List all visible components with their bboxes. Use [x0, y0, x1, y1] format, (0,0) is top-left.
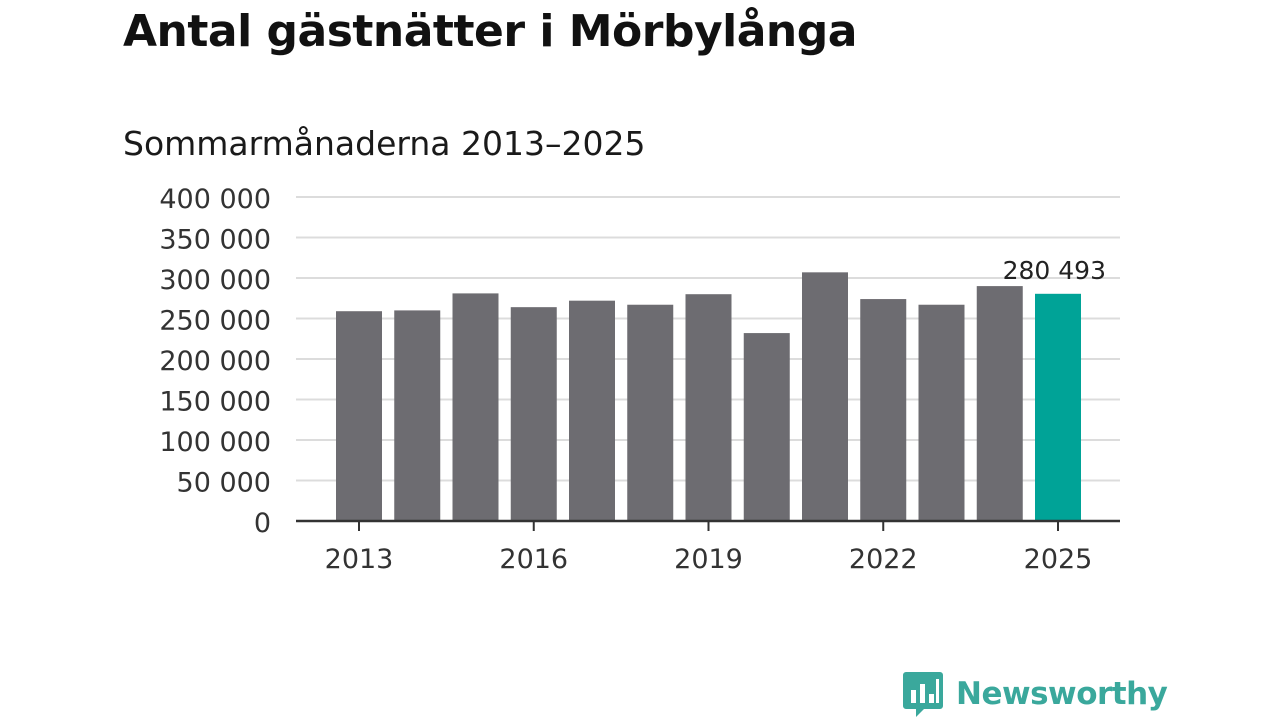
bar-2014	[394, 310, 441, 521]
y-tick-label: 150 000	[159, 387, 271, 418]
data-label-2025: 280 493	[1003, 256, 1106, 285]
chart-title: Antal gästnätter i Mörbylånga	[123, 6, 857, 57]
bar-2025	[1035, 293, 1081, 521]
data-labels: 280 493	[1003, 256, 1106, 285]
y-tick-label: 400 000	[159, 184, 271, 215]
bar-2013	[336, 311, 382, 521]
bar-chart: 0 50 000 100 000 150 000 200 000 250 000 300 0…	[159, 184, 1120, 575]
bar-2016	[510, 307, 557, 521]
x-tick-label: 2019	[674, 544, 743, 575]
bar-2019	[685, 294, 732, 521]
bar-2017	[569, 300, 615, 521]
bar-2022	[860, 299, 907, 521]
y-tick-label: 350 000	[159, 225, 271, 256]
y-tick-label: 300 000	[159, 265, 271, 296]
bar-chart-speech-bubble-icon	[903, 672, 943, 717]
x-tick-label: 2016	[499, 544, 568, 575]
x-tick-label: 2013	[325, 544, 394, 575]
brand-name: Newsworthy	[956, 676, 1168, 712]
bar-2018	[627, 304, 674, 521]
y-tick-label: 200 000	[159, 346, 271, 377]
y-tick-label: 100 000	[159, 427, 271, 458]
y-tick-label: 50 000	[177, 468, 271, 499]
y-axis-ticks: 0 50 000 100 000 150 000 200 000 250 000 300 0…	[159, 184, 271, 539]
y-tick-label: 250 000	[159, 306, 271, 337]
x-axis-ticks: 2013 2016 2019 2022 2025	[325, 521, 1093, 575]
x-tick-label: 2025	[1024, 544, 1093, 575]
bar-2021	[802, 272, 848, 521]
bar-2020	[743, 333, 790, 521]
bar-2023	[918, 304, 965, 521]
bar-2015	[452, 293, 499, 521]
bars	[336, 272, 1081, 521]
bar-2024	[976, 286, 1023, 521]
chart-subtitle: Sommarmånaderna 2013–2025	[123, 124, 646, 163]
y-tick-label: 0	[254, 508, 271, 539]
newsworthy-logo: Newsworthy	[902, 670, 1168, 718]
x-tick-label: 2022	[849, 544, 918, 575]
